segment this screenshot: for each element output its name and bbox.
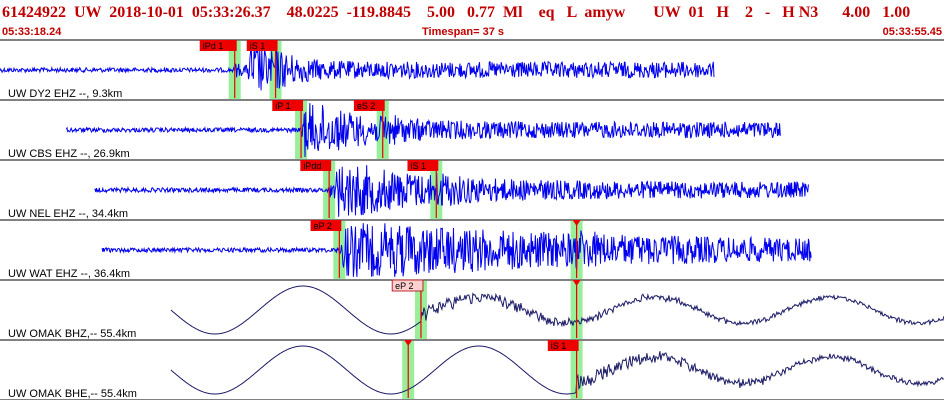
- station-label: UW CBS EHZ --, 26.9km: [8, 148, 130, 160]
- pick-box: [353, 100, 385, 111]
- pick-label: iP 1: [275, 101, 290, 111]
- pick-label: iPd 1: [203, 41, 224, 51]
- trace-panel: eP 2 UW WAT EHZ --, 36.4km: [0, 220, 944, 281]
- pick-box: [310, 220, 342, 231]
- event-title: 61424922 UW 2018-10-01 05:33:26.37 48.02…: [2, 4, 911, 21]
- station-label: UW NEL EHZ --, 34.4km: [8, 208, 128, 220]
- trace-panel: iS 1 UW OMAK BHE,-- 55.4km: [0, 340, 944, 400]
- pick-triangle: [572, 220, 581, 226]
- station-label: UW WAT EHZ --, 36.4km: [8, 268, 130, 280]
- station-label: UW OMAK BHE,-- 55.4km: [8, 388, 137, 400]
- pick-triangle: [404, 340, 413, 346]
- waveform: [65, 103, 781, 158]
- pick-box: [407, 160, 439, 171]
- station-label: UW DY2 EHZ --, 9.3km: [8, 88, 122, 100]
- pick-label: iS 1: [410, 161, 426, 171]
- pick-triangle: [572, 280, 581, 286]
- waveform: [101, 223, 812, 277]
- waveform: [94, 165, 809, 217]
- trace-panel: iPd 1 iS 1 UW DY2 EHZ --, 9.3km: [0, 40, 944, 101]
- start-time: 05:33:18.24: [2, 26, 62, 38]
- waveform: [170, 285, 944, 335]
- pick-label: iS 1: [551, 341, 567, 351]
- trace-panel: eP 2 UW OMAK BHZ,-- 55.4km: [0, 279, 944, 341]
- pick-label: eS 2: [357, 101, 376, 111]
- pick-box: [246, 40, 278, 51]
- pick-box: [300, 160, 332, 171]
- pick-box: [547, 340, 579, 351]
- end-time: 05:33:55.45: [882, 26, 942, 38]
- waveform: [0, 47, 715, 91]
- pick-box: [272, 100, 304, 111]
- pick-box: [199, 40, 237, 51]
- station-label: UW OMAK BHZ,-- 55.4km: [8, 328, 136, 340]
- pick-label: iS 1: [250, 41, 266, 51]
- pick-label: iPdd: [303, 161, 321, 171]
- header: 61424922 UW 2018-10-01 05:33:26.37 48.02…: [0, 0, 944, 40]
- pick-box: [391, 279, 424, 292]
- timespan-label: Timespan= 37 s: [422, 26, 505, 38]
- waveform: [170, 345, 944, 395]
- pick-label: eP 2: [314, 221, 332, 231]
- pick-label: eP 2: [395, 281, 413, 291]
- trace-panel: iPdd iS 1 UW NEL EHZ --, 34.4km: [0, 160, 944, 221]
- trace-panel: iP 1 eS 2 UW CBS EHZ --, 26.9km: [0, 100, 944, 161]
